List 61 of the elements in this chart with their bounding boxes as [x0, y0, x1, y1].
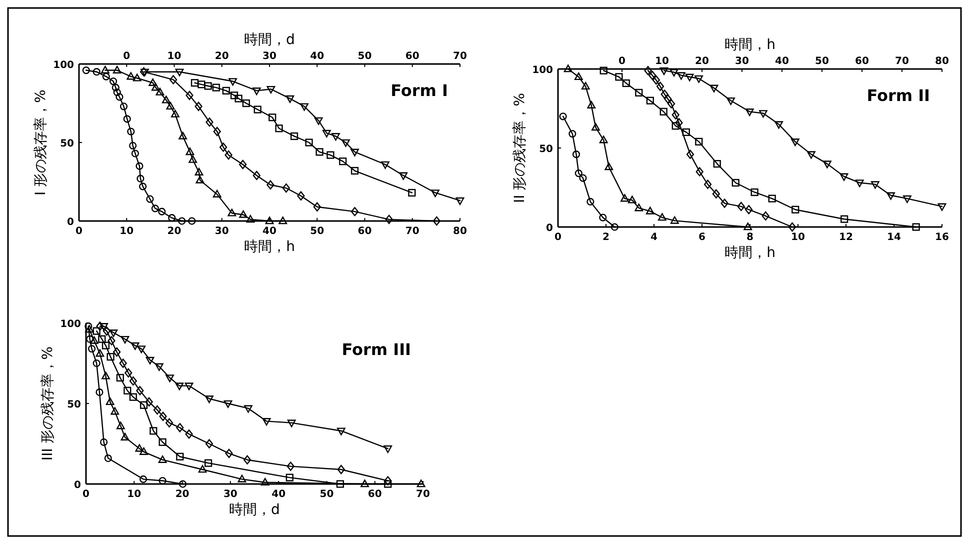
y-tick-label: 100 — [60, 319, 82, 330]
x2-axis-title: 時間，h — [724, 37, 776, 53]
x-tick-label: 2 — [602, 232, 610, 243]
y-tick-label: 50 — [67, 400, 82, 410]
x-tick-label: 70 — [416, 489, 430, 500]
x2-axis-title: 時間，d — [244, 32, 295, 48]
x-tick-label: 10 — [791, 232, 805, 243]
text: Form II — [866, 86, 930, 105]
x2-tick-label: 40 — [310, 51, 324, 62]
x2-tick-label: 30 — [735, 56, 749, 67]
x2-tick-label: 50 — [815, 56, 829, 67]
x2-tick-label: 70 — [453, 51, 467, 62]
x2-tick-label: 30 — [262, 51, 276, 62]
x2-tick-label: 50 — [358, 51, 372, 62]
x-axis-title: 時間，d — [229, 502, 280, 518]
x-tick-label: 12 — [839, 232, 853, 243]
x2-tick-label: 40 — [775, 56, 789, 67]
x-tick-label: 8 — [746, 232, 754, 243]
y-axis-title: II 形の残存率，% — [512, 92, 528, 204]
x-tick-label: 50 — [310, 226, 324, 237]
x2-tick-label: 60 — [405, 51, 420, 62]
x-tick-label: 0 — [82, 489, 90, 500]
x-tick-label: 70 — [405, 226, 420, 237]
x-tick-label: 60 — [368, 489, 382, 500]
x2-tick-label: 20 — [214, 51, 229, 62]
y-tick-label: 100 — [53, 60, 74, 71]
x-tick-label: 20 — [167, 226, 182, 237]
y-tick-label: 100 — [532, 65, 554, 76]
y-axis-title: I 形の残存率，% — [33, 90, 49, 196]
y-tick-label: 50 — [60, 138, 74, 150]
x-tick-label: 30 — [223, 489, 238, 500]
x-tick-label: 40 — [272, 489, 286, 500]
y-tick-label: 0 — [74, 480, 82, 491]
x-tick-label: 80 — [453, 226, 467, 237]
x-tick-label: 60 — [358, 226, 372, 237]
x2-tick-label: 0 — [123, 51, 130, 62]
x2-tick-label: 80 — [935, 56, 949, 67]
x-axis-title: 時間，h — [244, 239, 295, 255]
text: Form III — [342, 340, 411, 359]
x-tick-label: 10 — [120, 226, 134, 237]
x-tick-label: 6 — [698, 232, 706, 243]
x2-tick-label: 70 — [895, 56, 909, 67]
x-tick-label: 50 — [320, 489, 334, 500]
x2-tick-label: 60 — [855, 56, 869, 67]
x-tick-label: 16 — [935, 232, 949, 243]
x-tick-label: 20 — [175, 489, 190, 500]
x-tick-label: 0 — [554, 232, 562, 243]
x2-tick-label: 20 — [695, 56, 709, 67]
x-tick-label: 4 — [650, 232, 658, 243]
x2-tick-label: 10 — [167, 51, 182, 62]
y-tick-label: 0 — [67, 217, 74, 228]
x2-tick-label: 10 — [655, 56, 669, 67]
x-tick-label: 14 — [887, 232, 901, 243]
y-tick-label: 50 — [539, 144, 554, 155]
x-tick-label: 10 — [127, 489, 142, 500]
x-tick-label: 30 — [214, 226, 229, 237]
x2-tick-label: 0 — [618, 56, 626, 67]
x-axis-title: 時間，h — [724, 245, 776, 261]
y-axis-title: III 形の残存率，% — [40, 346, 56, 461]
text: Form I — [390, 81, 448, 100]
x-tick-label: 40 — [262, 226, 276, 237]
